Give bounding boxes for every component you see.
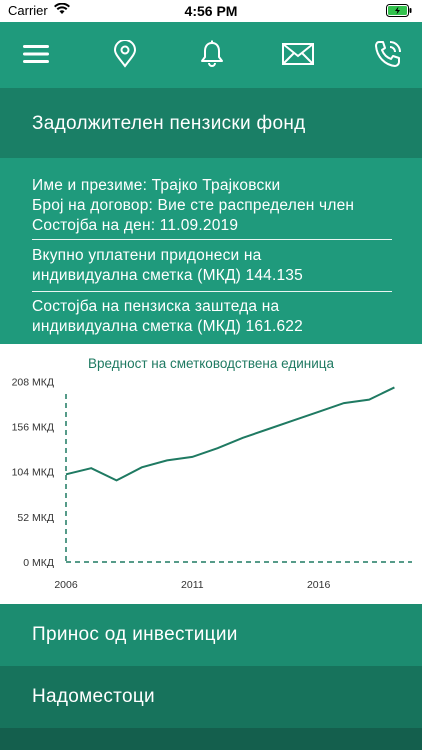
- divider: [32, 291, 392, 292]
- wifi-icon: [54, 2, 70, 18]
- next-menu-item[interactable]: [0, 728, 422, 750]
- account-info-panel: Име и презиме: Трајко Трајковски Број на…: [0, 158, 422, 344]
- pension-savings: Состојба на пензиска заштеда на индивиду…: [32, 297, 392, 337]
- y-tick-label: 52 МКД: [17, 512, 54, 524]
- x-tick-label: 2016: [307, 579, 331, 591]
- line-chart: 0 МКД 52 МКД 104 МКД 156 МКД 208 МКД 2006 2011…: [12, 376, 412, 591]
- fund-title: Задолжителен пензиски фонд: [0, 88, 422, 158]
- location-pin-icon[interactable]: [109, 38, 141, 70]
- divider: [32, 239, 392, 240]
- member-name: Име и презиме: Трајко Трајковски: [32, 177, 281, 194]
- fees-item[interactable]: Надоместоци: [0, 666, 422, 728]
- fees-label: Надоместоци: [32, 686, 155, 707]
- status-bar: Carrier 4:56 PM: [0, 0, 422, 22]
- total-contributions: Вкупно уплатени придонеси на индивидуалн…: [32, 246, 392, 286]
- x-tick-label: 2006: [54, 579, 78, 591]
- contract-number: Број на договор: Вие сте распределен чле…: [32, 197, 355, 214]
- pension-savings-value: индивидуална сметка (МКД) 161.622: [32, 318, 303, 335]
- y-tick-label: 0 МКД: [23, 557, 54, 569]
- y-tick-label: 156 МКД: [12, 422, 54, 434]
- pension-savings-label: Состојба на пензиска заштеда на: [32, 298, 280, 315]
- envelope-icon[interactable]: [282, 38, 314, 70]
- series-line: [65, 386, 395, 482]
- investment-returns-label: Принос од инвестиции: [32, 624, 238, 645]
- investment-returns-item[interactable]: Принос од инвестиции: [0, 604, 422, 666]
- y-tick-label: 208 МКД: [12, 376, 54, 388]
- top-navbar: [0, 22, 422, 88]
- member-details: Име и презиме: Трајко Трајковски Број на…: [32, 176, 392, 236]
- phone-icon[interactable]: [372, 38, 404, 70]
- total-contributions-value: индивидуална сметка (МКД) 144.135: [32, 267, 303, 284]
- y-tick-label: 104 МКД: [12, 467, 54, 479]
- battery-icon: [386, 4, 412, 20]
- balance-date: Состојба на ден: 11.09.2019: [32, 217, 239, 234]
- chart-title: Вредност на сметководствена единица: [88, 356, 334, 371]
- carrier-label: Carrier: [8, 3, 48, 18]
- unit-value-chart: Вредност на сметководствена единица 0 МК…: [0, 344, 422, 604]
- x-tick-label: 2011: [181, 579, 204, 591]
- total-contributions-label: Вкупно уплатени придонеси на: [32, 247, 262, 264]
- menu-icon[interactable]: [20, 38, 52, 70]
- clock-label: 4:56 PM: [184, 3, 238, 19]
- bell-icon[interactable]: [196, 38, 228, 70]
